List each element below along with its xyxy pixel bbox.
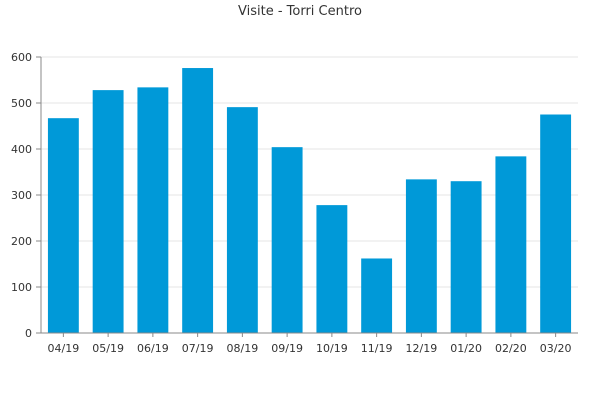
x-tick-label: 08/19 (227, 342, 259, 355)
bar (361, 258, 393, 333)
bar (495, 156, 527, 333)
x-tick-label: 12/19 (406, 342, 438, 355)
y-tick-label: 300 (11, 189, 32, 202)
y-tick-label: 200 (11, 235, 32, 248)
y-tick-label: 400 (11, 143, 32, 156)
y-tick-label: 600 (11, 51, 32, 64)
x-tick-label: 11/19 (361, 342, 393, 355)
x-tick-label: 09/19 (271, 342, 303, 355)
x-tick-label: 07/19 (182, 342, 214, 355)
bar (271, 147, 303, 333)
bar (450, 181, 482, 333)
x-tick-label: 01/20 (450, 342, 482, 355)
bar (540, 114, 572, 333)
x-tick-label: 05/19 (92, 342, 124, 355)
bar (226, 107, 258, 333)
chart-title: Visite - Torri Centro (238, 4, 362, 19)
y-tick-label: 0 (25, 327, 32, 340)
bar (137, 87, 169, 333)
x-tick-label: 04/19 (48, 342, 80, 355)
x-tick-label: 02/20 (495, 342, 527, 355)
x-tick-label: 10/19 (316, 342, 348, 355)
y-tick-label: 100 (11, 281, 32, 294)
bar (316, 205, 348, 333)
x-tick-label: 06/19 (137, 342, 169, 355)
x-tick-label: 03/20 (540, 342, 572, 355)
bar (182, 68, 214, 333)
y-tick-label: 500 (11, 97, 32, 110)
bar (47, 118, 79, 334)
bar (92, 90, 124, 334)
bar (405, 179, 437, 333)
